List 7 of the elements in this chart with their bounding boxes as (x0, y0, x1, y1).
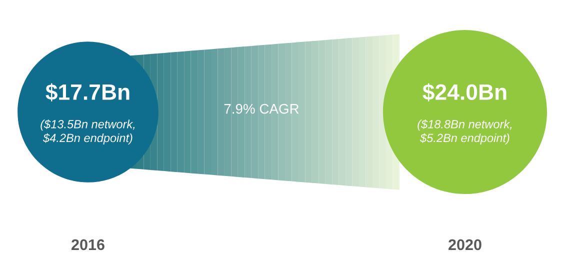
data-label: $24.0Bn (422, 83, 506, 102)
category-label: 2016 (72, 239, 104, 250)
data-label: $17.7Bn (46, 83, 130, 102)
text: ($13.5Bn network, $4.2Bn endpoint) (40, 119, 135, 144)
category-label: 2020 (448, 239, 482, 250)
text: 7.9% CAGR (224, 104, 299, 114)
text: ($18.8Bn network, $5.2Bn endpoint) (418, 119, 512, 144)
